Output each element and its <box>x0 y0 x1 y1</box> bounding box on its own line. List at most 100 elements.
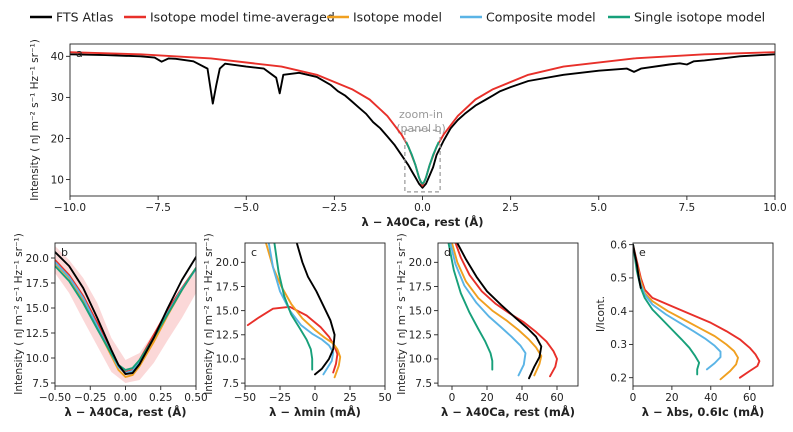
y-tick-label: 10.0 <box>409 354 432 366</box>
x-tick-label: 60 <box>550 392 563 404</box>
plot-area <box>246 243 342 379</box>
x-tick-label: −5.0 <box>234 202 260 214</box>
y-tick-label: 12.5 <box>216 330 239 342</box>
x-tick-label: −0.25 <box>74 392 106 404</box>
y-tick-label: 10.0 <box>26 353 49 365</box>
x-tick-label: 2.5 <box>502 202 519 214</box>
y-tick-label: 20 <box>51 133 64 145</box>
x-tick-label: −50 <box>234 392 256 404</box>
series-line-2 <box>451 243 543 377</box>
y-tick-label: 0.3 <box>610 339 627 351</box>
axes-frame <box>244 242 386 387</box>
x-tick-label: 0.00 <box>114 392 137 404</box>
y-axis-label: Intensity ( nJ m⁻² s⁻¹ Hz⁻¹ sr⁻¹) <box>13 233 25 395</box>
legend-entry: FTS Atlas <box>30 10 113 25</box>
series-line-1 <box>70 53 775 189</box>
panel-label: d <box>444 246 451 259</box>
panel-label: a <box>76 47 83 60</box>
y-tick-label: 30 <box>51 92 64 104</box>
panel-a: zoom-in (panel b) −10.0 −7.5 −5.0 −2.5 0.0 2.… <box>29 39 787 229</box>
panel-label: e <box>639 246 646 259</box>
series-line-3 <box>405 141 440 185</box>
y-tick-label: 0.4 <box>610 306 627 318</box>
x-tick-label: 40 <box>704 392 717 404</box>
y-tick-label: 17.5 <box>216 281 239 293</box>
x-tick-label: 5.0 <box>590 202 607 214</box>
y-tick-label: 40 <box>51 51 64 63</box>
y-tick-label: 17.5 <box>26 278 49 290</box>
x-tick-label: −2.5 <box>322 202 348 214</box>
plot-area <box>633 243 761 381</box>
legend-label: Composite model <box>486 10 596 25</box>
y-axis-label: Intensity ( nJ m⁻² s⁻¹ Hz⁻¹ sr⁻¹) <box>396 233 408 395</box>
x-axis-label: λ − λmin (mÅ) <box>269 404 361 419</box>
axes-frame <box>437 242 579 387</box>
legend-label: FTS Atlas <box>56 10 113 25</box>
x-tick-label: −25 <box>269 392 291 404</box>
x-tick-label: 0 <box>630 392 637 404</box>
legend-entry: Isotope model <box>327 10 442 25</box>
y-tick-label: 12.5 <box>26 328 49 340</box>
y-tick-label: 7.5 <box>32 378 49 390</box>
axes-frame <box>632 242 774 387</box>
y-tick-label: 7.5 <box>222 378 239 390</box>
y-tick-label: 15.0 <box>216 305 239 317</box>
series-line-3 <box>267 243 335 376</box>
y-tick-label: 20.0 <box>26 253 49 265</box>
x-axis-label: λ − λ40Ca, rest (mÅ) <box>441 404 575 419</box>
series-line-5 <box>55 251 196 375</box>
y-axis-label: Intensity ( nJ m⁻² s⁻¹ Hz⁻¹ sr⁻¹) <box>29 39 41 201</box>
legend-entry: Isotope model time-averaged <box>124 10 335 25</box>
plot-area <box>447 243 558 380</box>
y-tick-label: 0.2 <box>610 372 627 384</box>
series-line-2 <box>633 243 739 381</box>
y-tick-label: 15.0 <box>409 305 432 317</box>
series-line-1 <box>246 305 339 374</box>
y-tick-label: 10 <box>51 174 64 186</box>
y-axis-label: Intensity ( nJ m⁻² s⁻¹ Hz⁻¹ sr⁻¹) <box>203 233 215 395</box>
x-tick-label: 60 <box>743 392 756 404</box>
y-tick-label: 0.6 <box>610 239 627 251</box>
x-axis-label: λ − λ40Ca, rest (Å) <box>64 404 186 419</box>
y-tick-label: 10.0 <box>216 354 239 366</box>
x-tick-label: 50 <box>378 392 391 404</box>
x-axis-label: λ − λbs, 0.6Ic (mÅ) <box>642 404 765 419</box>
y-tick-label: 20.0 <box>216 257 239 269</box>
x-tick-label: 10.0 <box>763 202 786 214</box>
plot-area <box>55 246 196 383</box>
uncertainty-band <box>55 246 196 383</box>
x-tick-label: −10.0 <box>54 202 86 214</box>
series-line-5 <box>633 243 642 289</box>
x-tick-label: 20 <box>665 392 678 404</box>
x-tick-label: 25 <box>343 392 356 404</box>
y-tick-label: 12.5 <box>409 330 432 342</box>
y-tick-label: 15.0 <box>26 303 49 315</box>
legend: FTS Atlas Isotope model time-averaged Is… <box>30 10 765 25</box>
series-line-4 <box>273 243 314 371</box>
panel-c: −50 −25 0 25 50 7.5 10.0 12.5 15.0 17.5 20.0 c λ − λ… <box>203 233 392 419</box>
series-line-3 <box>449 243 527 377</box>
panel-label: c <box>251 246 257 259</box>
panel-label: b <box>61 246 68 259</box>
zoom-annotation-line1: zoom-in <box>399 108 443 121</box>
legend-label: Isotope model time-averaged <box>150 10 335 25</box>
y-tick-label: 7.5 <box>415 378 432 390</box>
x-tick-label: −7.5 <box>145 202 171 214</box>
series-line-1 <box>633 243 761 379</box>
zoom-annotation-line2: (panel b) <box>396 122 446 135</box>
series-line-2 <box>265 243 342 379</box>
y-tick-label: 0.5 <box>610 273 627 285</box>
x-tick-label: 20 <box>480 392 493 404</box>
series-line-3 <box>633 243 722 371</box>
series-line-5 <box>295 243 336 376</box>
x-tick-label: 0.25 <box>149 392 172 404</box>
plot-area <box>70 51 775 189</box>
series-line-1 <box>454 243 558 378</box>
x-tick-label: 40 <box>515 392 528 404</box>
series-line-5 <box>456 243 543 380</box>
x-axis-label: λ − λ40Ca, rest (Å) <box>361 214 483 229</box>
x-tick-label: 0.50 <box>184 392 207 404</box>
x-tick-label: −0.50 <box>39 392 71 404</box>
panel-d: 0 20 40 60 7.5 10.0 12.5 15.0 17.5 20.0 d λ − λ40Ca… <box>396 233 579 419</box>
